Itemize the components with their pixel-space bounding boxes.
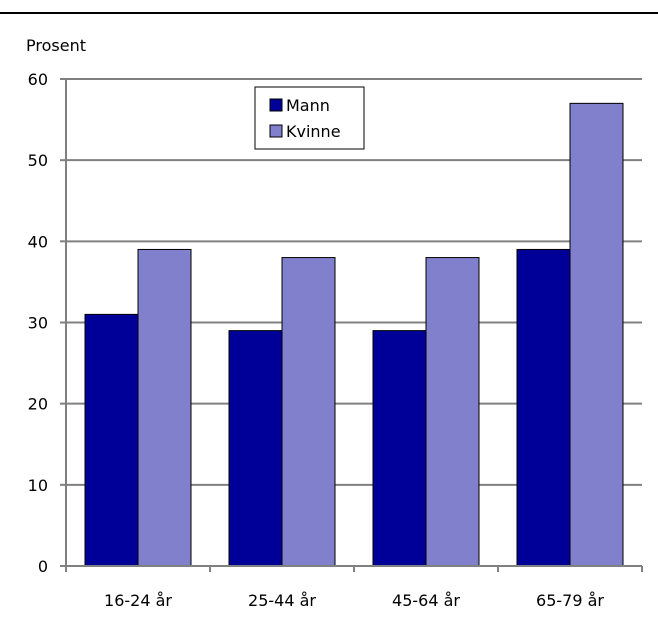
bar-kvinne-2 xyxy=(425,257,480,567)
y-tick-label: 30 xyxy=(28,314,48,333)
legend-swatch-kvinne xyxy=(269,124,283,138)
legend-swatch-mann xyxy=(269,98,283,112)
x-tick-label: 45-64 år xyxy=(392,591,460,610)
y-tick-label: 10 xyxy=(28,476,48,495)
legend-box xyxy=(254,86,365,150)
bar-mann-2 xyxy=(372,330,427,567)
x-tick-label: 16-24 år xyxy=(104,591,172,610)
y-tick-label: 50 xyxy=(28,151,48,170)
x-tick-label: 25-44 år xyxy=(248,591,316,610)
bar-kvinne-0 xyxy=(137,248,192,567)
axes: 0 10 20 30 40 50 60 16-24 år 25-44 år 45-64 år 65-… xyxy=(28,70,643,610)
bar-kvinne-1 xyxy=(281,257,336,567)
y-tick-label: 40 xyxy=(28,232,48,251)
legend-label-mann: Mann xyxy=(286,96,330,115)
legend-label-kvinne: Kvinne xyxy=(286,122,341,141)
bar-kvinne-3 xyxy=(569,102,624,567)
y-axis-unit-label: Prosent xyxy=(26,36,86,55)
bars xyxy=(84,102,624,567)
bar-mann-0 xyxy=(84,313,139,567)
x-tick-label: 65-79 år xyxy=(536,591,604,610)
top-rule xyxy=(0,12,658,14)
y-tick-label: 60 xyxy=(28,70,48,89)
y-tick-label: 0 xyxy=(38,557,48,576)
y-tick-label: 20 xyxy=(28,395,48,414)
bar-mann-1 xyxy=(228,330,283,567)
legend: Mann Kvinne xyxy=(254,86,365,150)
bar-mann-3 xyxy=(516,248,571,567)
